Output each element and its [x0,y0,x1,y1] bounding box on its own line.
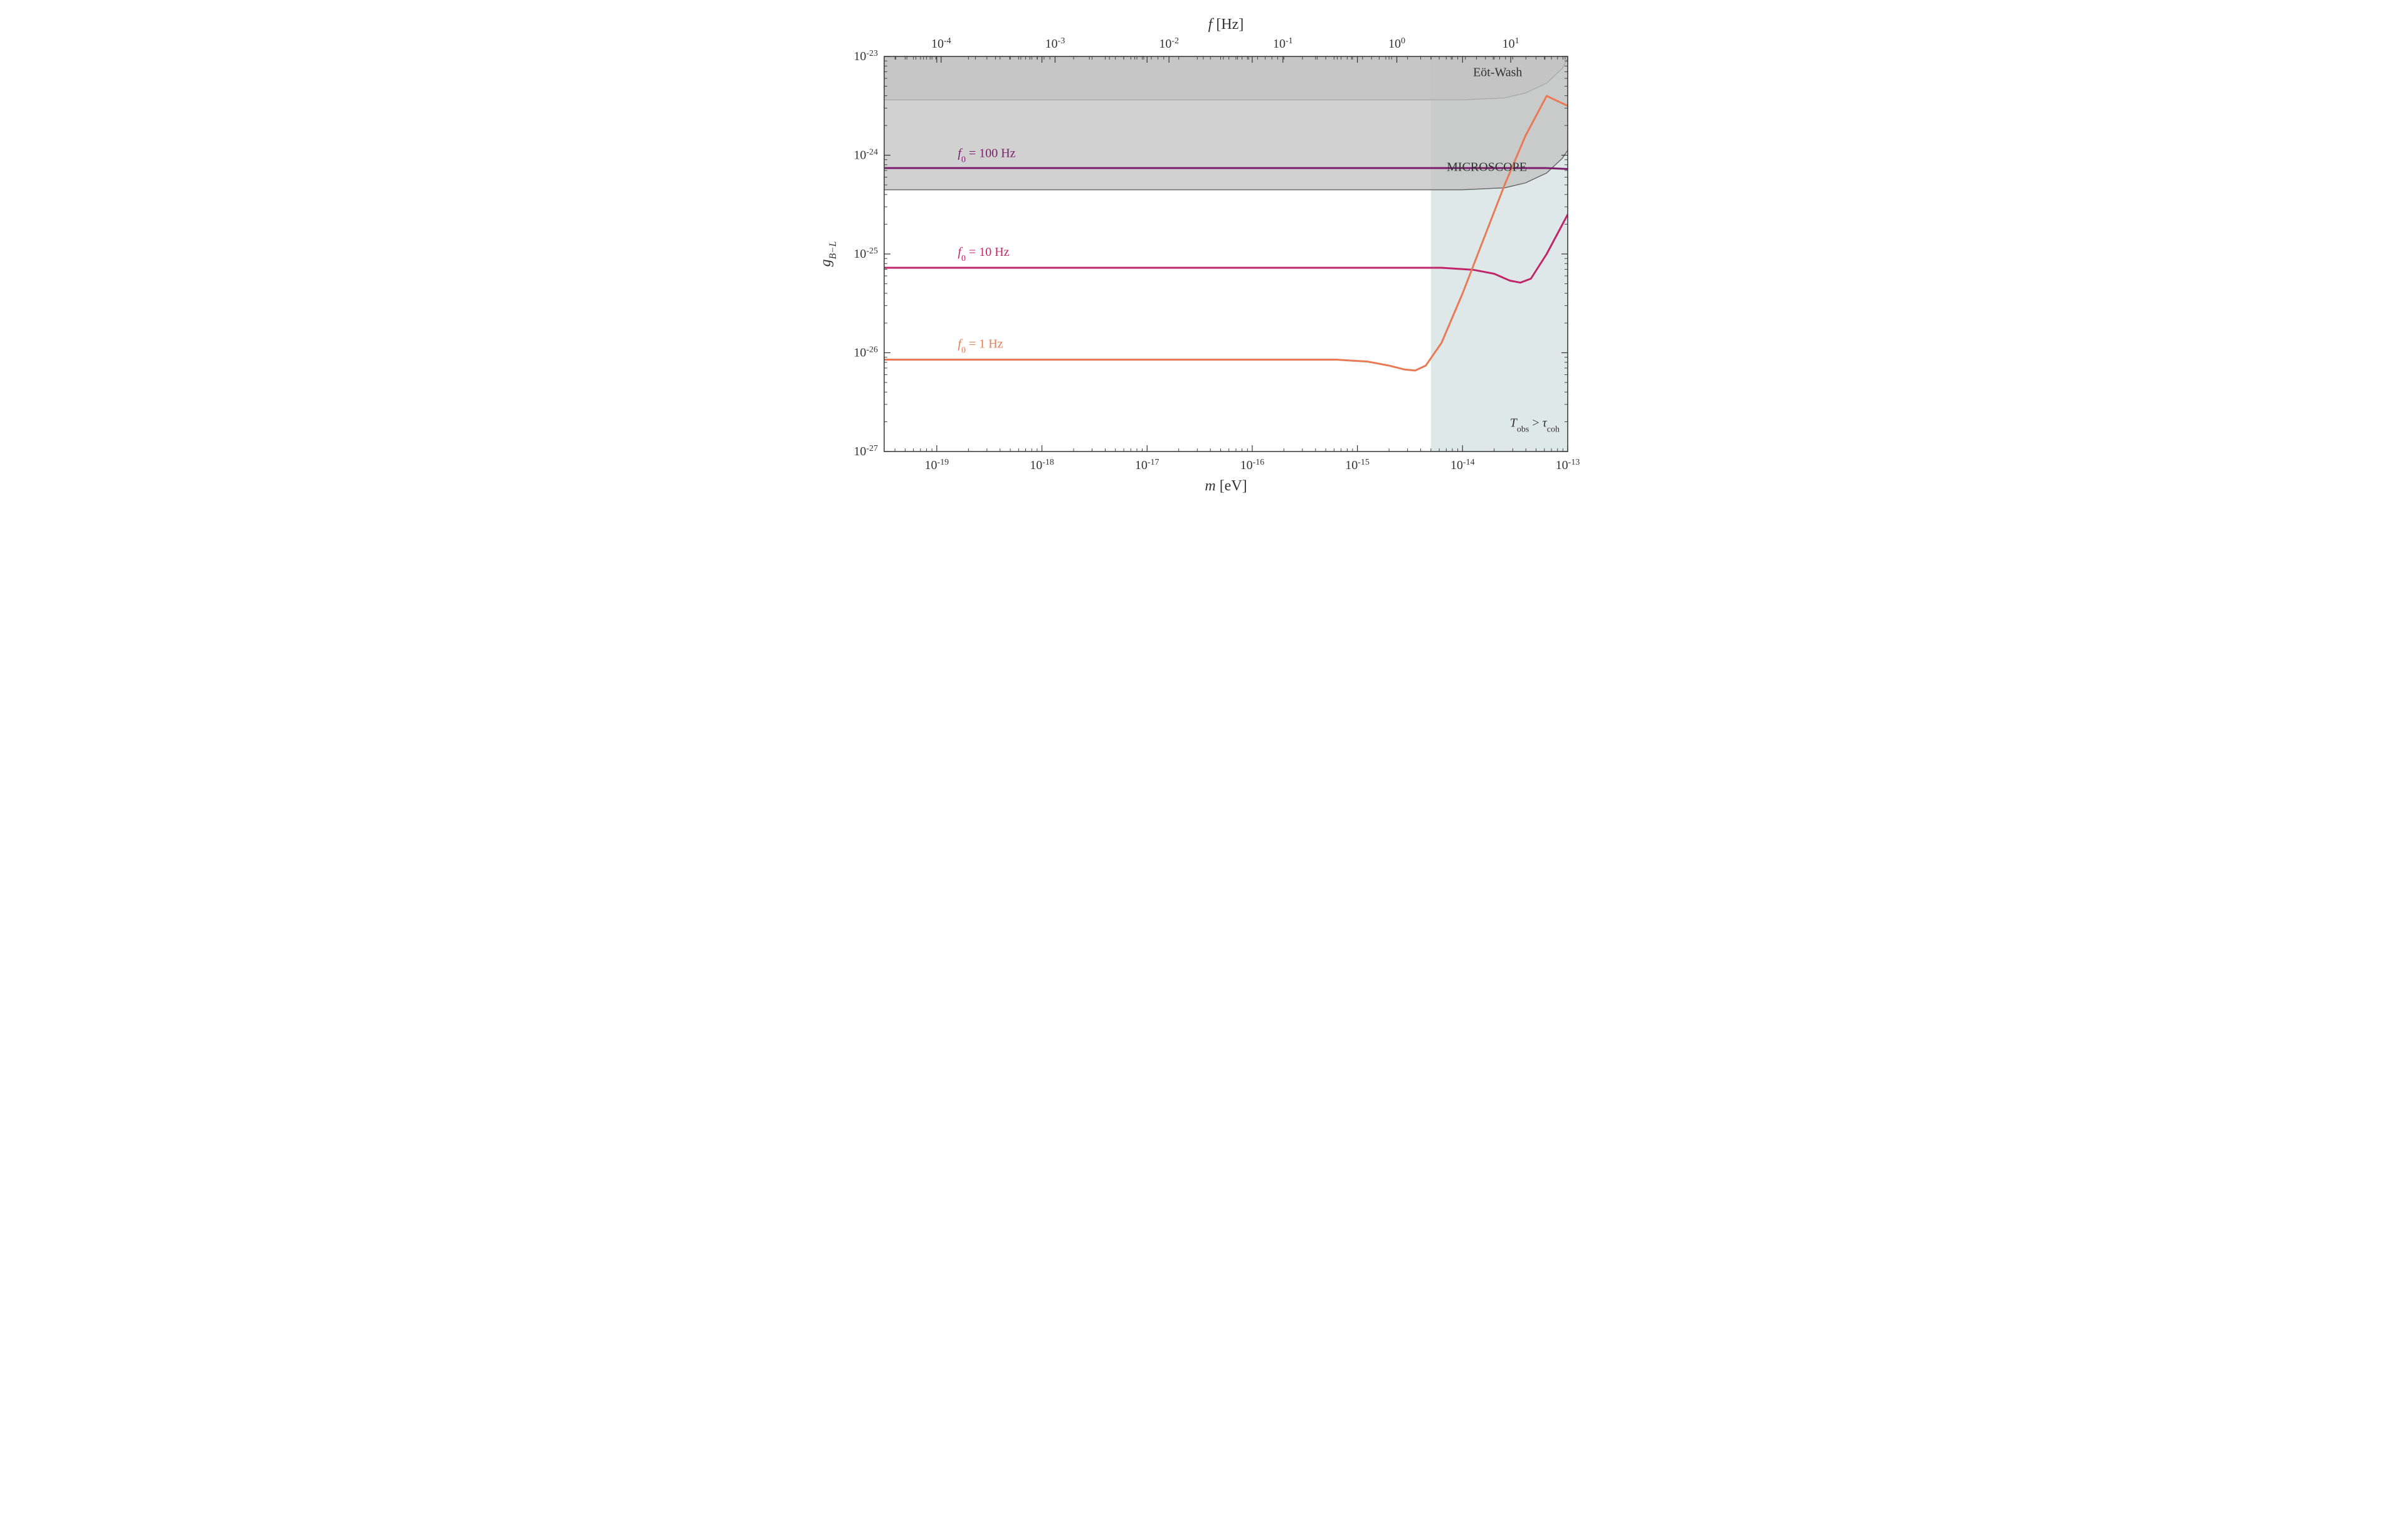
x-axis-label-top: f [Hz] [1208,16,1244,33]
chart-container: 10-19 10-18 10-17 10-16 10-15 10-14 10-13 10-4 1… [803,0,1605,510]
svg-text:10-16: 10-16 [1240,458,1265,473]
svg-text:10-3: 10-3 [1045,36,1065,51]
svg-text:10-14: 10-14 [1450,458,1475,473]
svg-text:100: 100 [1388,36,1405,51]
svg-text:10-2: 10-2 [1159,36,1179,51]
label-MICROSCOPE: MICROSCOPE [1447,161,1527,174]
svg-text:10-26: 10-26 [853,345,878,360]
chart-svg: 10-19 10-18 10-17 10-16 10-15 10-14 10-13 10-4 1… [803,0,1605,510]
label-f0_10Hz: f0 = 10 Hz [958,245,1009,263]
svg-text:10-24: 10-24 [853,147,878,162]
svg-text:10-18: 10-18 [1030,458,1054,473]
svg-text:10-15: 10-15 [1345,458,1370,473]
label-EotWash: Eöt-Wash [1473,66,1522,80]
svg-text:10-19: 10-19 [925,458,949,473]
svg-text:10-25: 10-25 [853,246,878,261]
svg-text:10-23: 10-23 [853,49,878,64]
label-f0_1Hz: f0 = 1 Hz [958,337,1003,356]
svg-text:10-4: 10-4 [931,36,951,51]
svg-text:10-1: 10-1 [1273,36,1293,51]
x-axis-label-bottom: m [eV] [1205,478,1247,494]
svg-text:101: 101 [1502,36,1519,51]
svg-text:10-17: 10-17 [1135,458,1159,473]
y-axis-label: gB−L [818,241,838,267]
svg-text:10-13: 10-13 [1556,458,1580,473]
svg-text:10-27: 10-27 [853,444,878,459]
